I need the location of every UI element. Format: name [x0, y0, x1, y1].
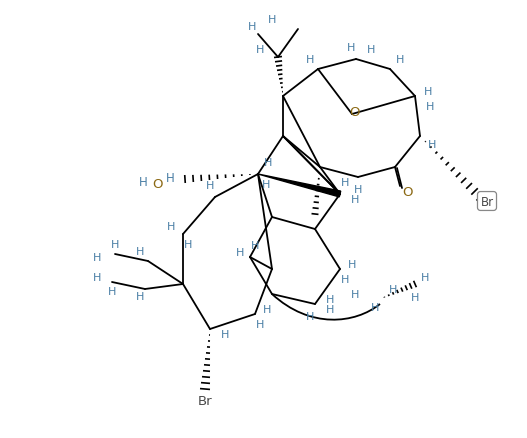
Text: H: H [306, 55, 314, 65]
Text: Br: Br [198, 395, 212, 408]
Text: H: H [167, 222, 175, 231]
Text: H: H [256, 45, 264, 55]
Text: H: H [354, 184, 362, 194]
Text: H: H [428, 140, 436, 150]
Text: H: H [426, 102, 434, 112]
Text: H: H [268, 15, 276, 25]
Text: H: H [351, 194, 359, 205]
Text: Br: Br [481, 195, 494, 208]
Text: H: H [236, 247, 244, 258]
Text: H: H [139, 176, 148, 189]
Text: H: H [221, 329, 229, 339]
Text: H: H [411, 292, 419, 302]
Text: H: H [136, 291, 144, 301]
Text: H: H [165, 171, 174, 184]
Text: H: H [347, 43, 355, 53]
Text: H: H [396, 55, 404, 65]
Text: H: H [206, 180, 214, 191]
Text: H: H [184, 240, 192, 249]
Text: H: H [326, 294, 334, 304]
Text: H: H [326, 304, 334, 314]
Text: H: H [93, 272, 101, 283]
Text: H: H [367, 45, 375, 55]
Text: H: H [108, 286, 116, 297]
Text: H: H [341, 177, 349, 187]
Text: H: H [389, 284, 397, 294]
Text: H: H [424, 87, 432, 97]
Text: H: H [111, 240, 119, 249]
Text: H: H [248, 22, 256, 32]
Text: H: H [264, 158, 272, 168]
Polygon shape [258, 175, 341, 198]
Text: H: H [136, 247, 144, 256]
Text: O: O [402, 186, 412, 199]
Text: O: O [349, 106, 359, 119]
Text: H: H [263, 304, 271, 314]
Text: H: H [262, 180, 270, 190]
Text: H: H [341, 274, 349, 284]
Text: H: H [251, 240, 259, 251]
Text: H: H [421, 272, 429, 283]
Text: H: H [306, 311, 314, 321]
Text: H: H [351, 290, 359, 299]
Text: O: O [152, 178, 162, 191]
Text: H: H [348, 259, 356, 269]
Text: H: H [93, 252, 101, 262]
Text: H: H [371, 302, 379, 312]
Text: H: H [256, 319, 264, 329]
